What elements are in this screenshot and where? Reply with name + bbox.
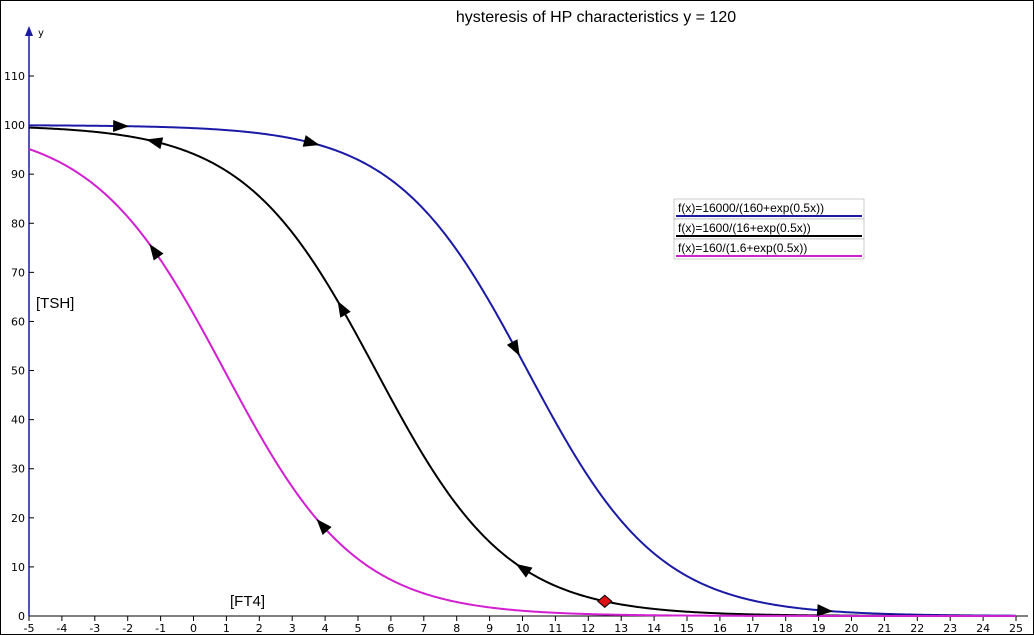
x-tick-label: -1 bbox=[155, 622, 166, 635]
legend-entry-label: f(x)=1600/(16+exp(0.5x)) bbox=[678, 221, 811, 235]
y-tick-label: 70 bbox=[11, 266, 25, 279]
x-tick-label: 1 bbox=[223, 622, 230, 635]
y-axis-arrowhead bbox=[25, 26, 33, 36]
legend-entry-box bbox=[673, 238, 865, 260]
legend: f(x)=16000/(160+exp(0.5x)) f(x)=1600/(16+… bbox=[673, 198, 865, 260]
x-tick-label: 18 bbox=[779, 622, 793, 635]
x-tick-label: 5 bbox=[355, 622, 362, 635]
x-tick-label: 9 bbox=[486, 622, 493, 635]
series-line-0 bbox=[28, 124, 1017, 617]
y-axis-name: y bbox=[38, 28, 44, 39]
y-tick-label: 20 bbox=[11, 512, 25, 525]
x-tick-label: 14 bbox=[647, 622, 661, 635]
x-tick-label: 6 bbox=[387, 622, 394, 635]
series-line-2 bbox=[28, 148, 1016, 617]
y-tick-label: 60 bbox=[11, 315, 25, 328]
chart-title: hysteresis of HP characteristics y = 120 bbox=[456, 9, 736, 26]
direction-arrow bbox=[316, 518, 332, 535]
direction-arrow bbox=[515, 563, 533, 578]
legend-entry-label: f(x)=160/(1.6+exp(0.5x)) bbox=[678, 241, 807, 255]
x-tick-label: 22 bbox=[910, 622, 924, 635]
y-tick-label: 10 bbox=[11, 561, 25, 574]
x-tick-label: 10 bbox=[516, 622, 530, 635]
y-tick-label: 110 bbox=[4, 70, 25, 83]
x-tick-label: 15 bbox=[680, 622, 694, 635]
x-tick-label: 12 bbox=[581, 622, 595, 635]
y-axis-label: [TSH] bbox=[36, 295, 74, 312]
x-tick-label: 3 bbox=[289, 622, 296, 635]
direction-arrow bbox=[337, 300, 351, 318]
annotation-marks bbox=[113, 119, 834, 617]
direction-arrow bbox=[149, 243, 164, 261]
x-tick-label: -2 bbox=[122, 622, 133, 635]
axes: -5 -4 -3 -2 -1 0 1 2 3 4 5 6 7 8 9 10 11 12 13 14 15 16 17 18 19… bbox=[4, 26, 1028, 635]
y-tick-label: 100 bbox=[4, 119, 25, 132]
y-tick-label: 50 bbox=[11, 365, 25, 378]
direction-arrow bbox=[113, 119, 130, 132]
x-tick-label: 2 bbox=[256, 622, 263, 635]
x-axis-label: [FT4] bbox=[230, 593, 265, 610]
direction-arrow bbox=[506, 339, 520, 357]
x-tick-label: 8 bbox=[453, 622, 460, 635]
x-tick-label: 21 bbox=[877, 622, 891, 635]
x-tick-label: -3 bbox=[89, 622, 100, 635]
state-marker-diamond bbox=[596, 594, 613, 608]
x-tick-label: 0 bbox=[190, 622, 197, 635]
x-tick-label: 24 bbox=[976, 622, 990, 635]
direction-arrow bbox=[146, 137, 164, 150]
direction-arrow bbox=[302, 135, 320, 147]
x-tick-label: 17 bbox=[746, 622, 760, 635]
y-tick-label: 40 bbox=[11, 414, 25, 427]
x-tick-label: 16 bbox=[713, 622, 727, 635]
y-tick-label: 90 bbox=[11, 168, 25, 181]
x-tick-label: -4 bbox=[56, 622, 67, 635]
x-tick-label: 25 bbox=[1009, 622, 1023, 635]
x-tick-label: 11 bbox=[548, 622, 562, 635]
y-tick-label: 0 bbox=[18, 610, 25, 623]
x-tick-label: -5 bbox=[24, 622, 35, 635]
x-tick-label: 4 bbox=[322, 622, 329, 635]
y-tick-label: 30 bbox=[11, 463, 25, 476]
x-tick-label: 20 bbox=[845, 622, 859, 635]
y-tick-label: 80 bbox=[11, 217, 25, 230]
direction-arrow bbox=[816, 604, 834, 617]
x-tick-label: 19 bbox=[812, 622, 826, 635]
x-tick-label: 13 bbox=[614, 622, 628, 635]
x-tick-label: 7 bbox=[420, 622, 427, 635]
legend-entry-label: f(x)=16000/(160+exp(0.5x)) bbox=[678, 201, 824, 215]
x-tick-label: 23 bbox=[943, 622, 957, 635]
